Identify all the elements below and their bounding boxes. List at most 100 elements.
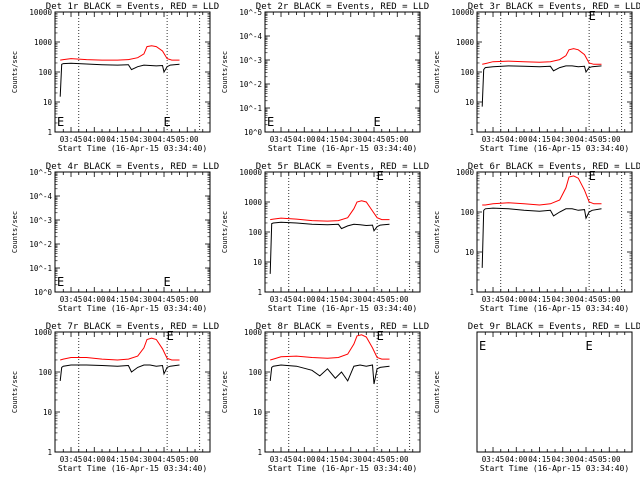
event-marker-label: E	[57, 115, 64, 129]
plot-frame	[54, 11, 211, 133]
x-tick-label: 04:45	[575, 455, 598, 464]
panel-title: Det 3r BLACK = Events, RED = LLD	[468, 2, 640, 12]
plot-frame	[476, 171, 633, 293]
panel-title: Det 5r BLACK = Events, RED = LLD	[256, 162, 429, 172]
plot-frame	[476, 331, 633, 453]
events-series-line	[269, 221, 390, 274]
event-marker-label: E	[167, 329, 174, 343]
lld-series-line	[60, 45, 180, 61]
plot-frame	[264, 171, 421, 293]
y-tick-label: 10^-5	[239, 8, 262, 17]
y-tick-label: 100	[38, 68, 52, 77]
x-tick-label: 04:00	[83, 295, 106, 304]
event-marker-label: E	[164, 115, 171, 129]
y-tick-label: 10^0	[34, 288, 53, 297]
x-tick-label: 05:00	[176, 455, 199, 464]
x-tick-label: 04:00	[505, 135, 528, 144]
y-tick-label: 10	[253, 408, 263, 417]
y-tick-label: 1	[469, 288, 474, 297]
x-tick-label: 04:15	[528, 295, 551, 304]
x-tick-label: 04:45	[575, 295, 598, 304]
y-tick-label: 10^-3	[29, 216, 52, 225]
events-series-line	[481, 65, 602, 107]
x-tick-label: 03:45	[482, 135, 505, 144]
event-marker-label: E	[586, 339, 593, 353]
x-tick-label: 03:45	[60, 135, 83, 144]
x-tick-label: 03:45	[60, 295, 83, 304]
y-tick-label: 10	[465, 98, 475, 107]
lld-series-line	[482, 175, 602, 206]
x-tick-label: 03:45	[482, 295, 505, 304]
x-axis-label: Start Time (16-Apr-15 03:34:40)	[58, 464, 207, 473]
x-tick-label: 04:15	[106, 455, 129, 464]
x-tick-label: 04:15	[106, 295, 129, 304]
y-tick-label: 1	[469, 128, 474, 137]
x-axis-label: Start Time (16-Apr-15 03:34:40)	[268, 304, 417, 313]
panel-title: Det 8r BLACK = Events, RED = LLD	[256, 322, 429, 332]
y-tick-label: 1000	[34, 38, 53, 47]
x-tick-label: 04:45	[363, 295, 386, 304]
y-tick-label: 10^-3	[239, 56, 262, 65]
y-tick-label: 1000	[456, 168, 475, 177]
y-tick-label: 10^-2	[29, 240, 52, 249]
y-tick-label: 100	[460, 68, 474, 77]
y-tick-label: 1000	[244, 198, 263, 207]
x-axis-label: Start Time (16-Apr-15 03:34:40)	[480, 144, 629, 153]
lld-series-line	[270, 334, 390, 361]
event-marker-label: E	[377, 329, 384, 343]
x-tick-label: 05:00	[386, 455, 409, 464]
y-tick-label: 10^-4	[29, 192, 52, 201]
event-marker-label: E	[374, 115, 381, 129]
y-tick-label: 1000	[456, 38, 475, 47]
x-tick-label: 03:45	[482, 455, 505, 464]
x-tick-label: 04:00	[83, 455, 106, 464]
x-tick-label: 04:00	[505, 295, 528, 304]
x-tick-label: 04:30	[551, 135, 574, 144]
x-tick-label: 04:00	[505, 455, 528, 464]
x-tick-label: 04:30	[129, 135, 152, 144]
x-tick-label: 04:45	[363, 455, 386, 464]
y-tick-label: 1	[47, 448, 52, 457]
y-tick-label: 10	[465, 248, 475, 257]
x-tick-label: 04:15	[528, 455, 551, 464]
x-axis-label: Start Time (16-Apr-15 03:34:40)	[268, 144, 417, 153]
y-tick-label: 1	[257, 448, 262, 457]
x-tick-label: 04:15	[316, 135, 339, 144]
x-tick-label: 04:15	[106, 135, 129, 144]
events-series-line	[481, 207, 602, 268]
x-tick-label: 05:00	[176, 135, 199, 144]
event-marker-label: E	[377, 169, 384, 183]
y-tick-label: 10^-2	[239, 80, 262, 89]
plot-frame	[264, 331, 421, 453]
y-tick-label: 10	[43, 98, 53, 107]
x-tick-label: 05:00	[386, 295, 409, 304]
x-tick-label: 04:30	[551, 295, 574, 304]
event-marker-label: E	[479, 339, 486, 353]
x-tick-label: 04:45	[575, 135, 598, 144]
y-tick-label: 10	[43, 408, 53, 417]
y-axis-label: Counts/sec	[433, 211, 441, 253]
y-tick-label: 10^-1	[29, 264, 52, 273]
x-axis-label: Start Time (16-Apr-15 03:34:40)	[268, 464, 417, 473]
x-tick-label: 04:00	[293, 135, 316, 144]
x-tick-label: 05:00	[176, 295, 199, 304]
y-tick-label: 10^0	[244, 128, 263, 137]
plot-frame	[54, 331, 211, 453]
lld-series-line	[270, 200, 390, 222]
x-tick-label: 04:30	[551, 455, 574, 464]
y-axis-label: Counts/sec	[11, 51, 19, 93]
panel-title: Det 4r BLACK = Events, RED = LLD	[46, 162, 219, 172]
y-tick-label: 10^-1	[239, 104, 262, 113]
y-tick-label: 1	[47, 128, 52, 137]
events-series-line	[59, 364, 180, 381]
plot-frame	[54, 171, 211, 293]
x-tick-label: 04:00	[293, 455, 316, 464]
y-tick-label: 1000	[34, 328, 53, 337]
y-tick-label: 10^-4	[239, 32, 262, 41]
events-series-line	[59, 62, 180, 97]
x-tick-label: 04:30	[339, 295, 362, 304]
